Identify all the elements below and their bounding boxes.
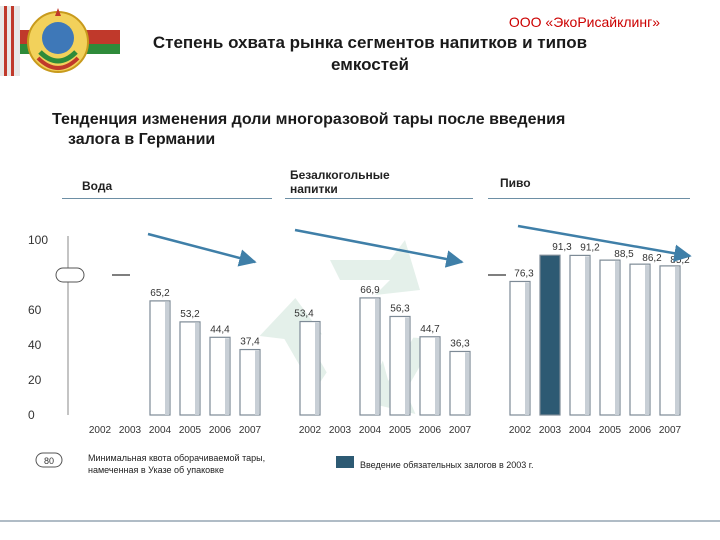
bar-shade-2-2005 (615, 261, 619, 415)
x-tick-label-0-2004: 2004 (149, 425, 172, 436)
quota-marker-axis (55, 267, 85, 283)
segment-label-water: Вода (82, 179, 113, 193)
x-tick-label-1-2007: 2007 (449, 425, 472, 436)
chart-subtitle-line1: Тенденция изменения доли многоразовой та… (52, 111, 566, 128)
segment-underline-water (62, 198, 272, 199)
trend-arrow-2 (517, 224, 692, 262)
data-label-0-2004: 65,2 (150, 288, 170, 299)
bar-shade-2-2007 (675, 266, 679, 415)
legend-quota-marker (35, 452, 63, 468)
data-label-2-2003: 91,3 (552, 242, 572, 253)
page-title: Степень охвата рынка сегментов напитков … (130, 32, 610, 76)
bar-shade-2-2002 (525, 282, 529, 415)
segment-label-soft-drinks: Безалкогольные напитки (290, 168, 390, 196)
data-label-2-2005: 88,5 (614, 249, 634, 260)
bar-shade-1-2005 (405, 317, 409, 415)
bar-shade-2-2004 (585, 256, 589, 415)
bar-shade-0-2005 (195, 322, 199, 415)
data-label-1-2002: 53,4 (294, 309, 314, 320)
x-tick-label-0-2005: 2005 (179, 425, 202, 436)
x-tick-label-1-2005: 2005 (389, 425, 412, 436)
x-tick-label-0-2003: 2003 (119, 425, 142, 436)
x-tick-label-1-2004: 2004 (359, 425, 382, 436)
legend-quota-text-line1: Минимальная квота оборачиваемой тары, (88, 453, 266, 463)
data-label-1-2007: 36,3 (450, 338, 470, 349)
x-tick-label-2-2004: 2004 (569, 425, 592, 436)
x-tick-label-0-2002: 2002 (89, 425, 112, 436)
legend-quota-text: Минимальная квота оборачиваемой тары, на… (88, 452, 298, 476)
y-tick-label-100: 100 (28, 233, 48, 247)
belarus-emblem-logo (0, 6, 120, 76)
legend-quota-marker-text: 80 (44, 456, 54, 466)
recycle-arrow-0 (330, 240, 420, 295)
bar-2-2003 (539, 254, 561, 416)
bar-shade-0-2006 (225, 338, 229, 415)
segment-underline-soft-drinks (285, 198, 473, 199)
chart-subtitle-line2: залога в Германии (68, 131, 216, 148)
chart-subtitle: Тенденция изменения доли многоразовой та… (52, 110, 672, 150)
bar-shade-1-2004 (375, 298, 379, 415)
y-tick-label-60: 60 (28, 303, 42, 317)
bar-shade-0-2004 (165, 301, 169, 415)
x-tick-label-0-2007: 2007 (239, 425, 262, 436)
segment-label-beer: Пиво (500, 176, 531, 190)
trend-arrow-0 (147, 232, 257, 267)
page-title-line1: Степень охвата рынка сегментов напитков … (152, 33, 588, 52)
data-label-2-2002: 76,3 (514, 268, 534, 279)
page-title-line2: емкостей (331, 55, 409, 74)
y-tick-label-40: 40 (28, 338, 42, 352)
x-tick-label-2-2007: 2007 (659, 425, 682, 436)
data-label-2-2006: 86,2 (642, 253, 662, 264)
bottom-divider (0, 520, 720, 522)
x-tick-label-2-2006: 2006 (629, 425, 652, 436)
x-tick-label-1-2006: 2006 (419, 425, 442, 436)
segment-underline-beer (488, 198, 690, 199)
x-tick-label-0-2006: 2006 (209, 425, 232, 436)
data-label-0-2006: 44,4 (210, 324, 230, 335)
y-tick-label-20: 20 (28, 373, 42, 387)
data-label-1-2005: 56,3 (390, 303, 410, 314)
segment-group-2 (509, 254, 681, 416)
bar-shade-1-2002 (315, 322, 319, 415)
company-name: ООО «ЭкоРисайклинг» (508, 14, 660, 30)
x-tick-label-1-2002: 2002 (299, 425, 322, 436)
data-label-1-2006: 44,7 (420, 324, 440, 335)
bar-shade-0-2007 (255, 350, 259, 415)
legend-deposit-text: Введение обязательных залогов в 2003 г. (360, 460, 534, 470)
data-label-0-2005: 53,2 (180, 309, 200, 320)
trend-arrow-1 (294, 228, 464, 268)
data-label-2-2004: 91,2 (580, 242, 600, 253)
segment-group-0 (149, 300, 261, 416)
legend-deposit-swatch (336, 456, 354, 468)
bar-shade-1-2007 (465, 352, 469, 415)
x-tick-label-2-2003: 2003 (539, 425, 562, 436)
data-label-1-2004: 66,9 (360, 285, 380, 296)
x-tick-label-1-2003: 2003 (329, 425, 352, 436)
x-tick-label-2-2002: 2002 (509, 425, 532, 436)
bar-shade-2-2006 (645, 265, 649, 415)
segment-group-1 (299, 297, 471, 416)
y-tick-label-0: 0 (28, 408, 35, 422)
data-label-0-2007: 37,4 (240, 337, 260, 348)
x-tick-label-2-2005: 2005 (599, 425, 622, 436)
legend-quota-text-line2: намеченная в Указе об упаковке (88, 465, 224, 475)
bar-shade-1-2006 (435, 337, 439, 415)
